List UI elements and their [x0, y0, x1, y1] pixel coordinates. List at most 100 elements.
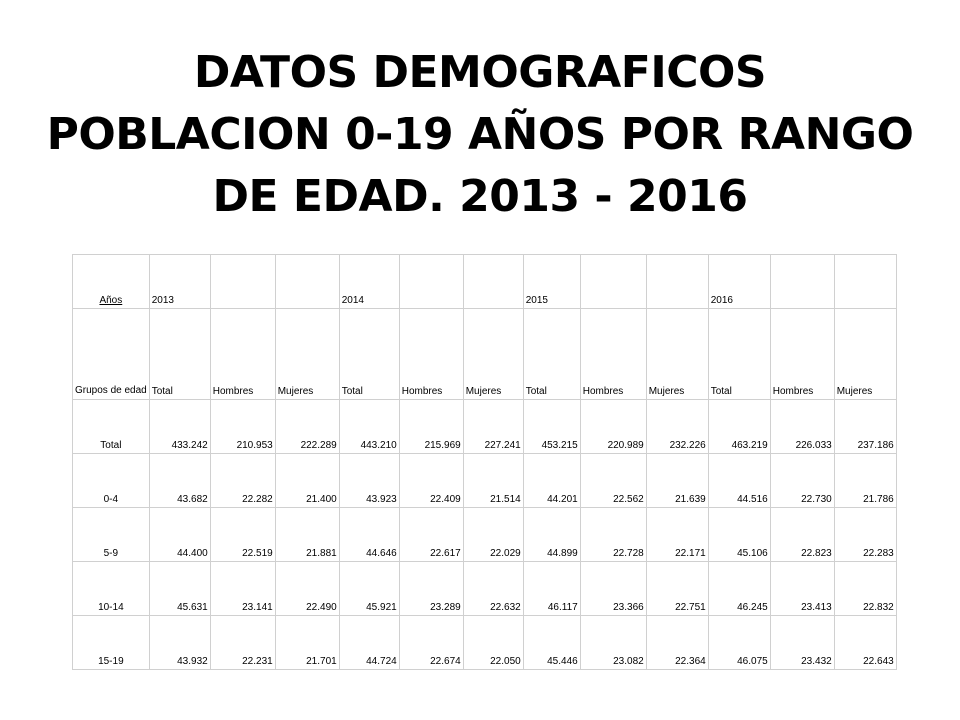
table-row: 5-9 44.400 22.519 21.881 44.646 22.617 2… [72, 507, 897, 562]
year-cell: 2015 [522, 254, 581, 309]
value-cell: 22.643 [833, 615, 897, 670]
value-cell: 433.242 [148, 399, 211, 454]
value-cell: 44.201 [522, 453, 581, 508]
value-cell: 227.241 [462, 399, 524, 454]
value-cell: 43.932 [148, 615, 211, 670]
value-cell: 23.082 [579, 615, 647, 670]
value-cell: 22.029 [462, 507, 524, 562]
value-cell: 210.953 [209, 399, 276, 454]
value-cell: 237.186 [833, 399, 897, 454]
table-row: 15-19 43.932 22.231 21.701 44.724 22.674… [72, 615, 897, 670]
value-cell: 22.409 [398, 453, 464, 508]
value-cell: 45.446 [522, 615, 581, 670]
value-cell: 23.432 [769, 615, 835, 670]
value-cell: 232.226 [645, 399, 709, 454]
year-cell: 2013 [148, 254, 211, 309]
value-cell: 46.117 [522, 561, 581, 616]
value-cell: 21.514 [462, 453, 524, 508]
value-cell: 215.969 [398, 399, 464, 454]
subheader-cell: Hombres [398, 308, 464, 400]
empty-cell [398, 254, 464, 309]
title-line-3: DE EDAD. 2013 - 2016 [212, 171, 748, 222]
value-cell: 44.899 [522, 507, 581, 562]
year-cell: 2016 [707, 254, 771, 309]
row-label: 5-9 [72, 507, 150, 562]
subheader-cell: Total [338, 308, 400, 400]
subheader-cell: Total [707, 308, 771, 400]
row-label: 15-19 [72, 615, 150, 670]
value-cell: 22.282 [209, 453, 276, 508]
value-cell: 22.674 [398, 615, 464, 670]
value-cell: 22.519 [209, 507, 276, 562]
value-cell: 45.106 [707, 507, 771, 562]
value-cell: 22.490 [274, 561, 340, 616]
empty-cell [645, 254, 709, 309]
value-cell: 22.171 [645, 507, 709, 562]
group-label-cell: Grupos de edad [72, 308, 150, 400]
value-cell: 22.728 [579, 507, 647, 562]
value-cell: 22.617 [398, 507, 464, 562]
value-cell: 23.141 [209, 561, 276, 616]
value-cell: 44.724 [338, 615, 400, 670]
year-cell: 2014 [338, 254, 400, 309]
value-cell: 21.701 [274, 615, 340, 670]
subheader-cell: Mujeres [645, 308, 709, 400]
value-cell: 21.786 [833, 453, 897, 508]
value-cell: 46.075 [707, 615, 771, 670]
demographics-table: Años 2013 2014 2015 2016 Grupos de edad … [72, 254, 897, 670]
value-cell: 23.366 [579, 561, 647, 616]
subheader-cell: Hombres [209, 308, 276, 400]
title-line-1: DATOS DEMOGRAFICOS [193, 47, 767, 98]
title-line-2: POBLACION 0-19 AÑOS POR RANGO [46, 109, 914, 160]
value-cell: 463.219 [707, 399, 771, 454]
empty-cell [833, 254, 897, 309]
subheader-cell: Mujeres [274, 308, 340, 400]
value-cell: 44.516 [707, 453, 771, 508]
empty-cell [209, 254, 276, 309]
value-cell: 443.210 [338, 399, 400, 454]
years-label-cell: Años [72, 254, 150, 309]
value-cell: 22.231 [209, 615, 276, 670]
empty-cell [274, 254, 340, 309]
value-cell: 23.413 [769, 561, 835, 616]
value-cell: 43.923 [338, 453, 400, 508]
value-cell: 22.751 [645, 561, 709, 616]
subheader-cell: Mujeres [462, 308, 524, 400]
value-cell: 44.646 [338, 507, 400, 562]
value-cell: 222.289 [274, 399, 340, 454]
value-cell: 22.050 [462, 615, 524, 670]
value-cell: 21.400 [274, 453, 340, 508]
value-cell: 23.289 [398, 561, 464, 616]
table-row: Total 433.242 210.953 222.289 443.210 21… [72, 399, 897, 454]
year-header-row: Años 2013 2014 2015 2016 [72, 254, 897, 309]
value-cell: 45.921 [338, 561, 400, 616]
subheader-cell: Total [148, 308, 211, 400]
value-cell: 45.631 [148, 561, 211, 616]
value-cell: 22.632 [462, 561, 524, 616]
value-cell: 22.832 [833, 561, 897, 616]
empty-cell [462, 254, 524, 309]
value-cell: 22.283 [833, 507, 897, 562]
subheader-cell: Mujeres [833, 308, 897, 400]
subheader-cell: Hombres [579, 308, 647, 400]
row-label: 0-4 [72, 453, 150, 508]
table-row: 10-14 45.631 23.141 22.490 45.921 23.289… [72, 561, 897, 616]
table-row: 0-4 43.682 22.282 21.400 43.923 22.409 2… [72, 453, 897, 508]
value-cell: 44.400 [148, 507, 211, 562]
row-label: 10-14 [72, 561, 150, 616]
empty-cell [579, 254, 647, 309]
value-cell: 226.033 [769, 399, 835, 454]
value-cell: 22.823 [769, 507, 835, 562]
row-label: Total [72, 399, 150, 454]
subheader-row: Grupos de edad Total Hombres Mujeres Tot… [72, 308, 897, 400]
empty-cell [769, 254, 835, 309]
value-cell: 220.989 [579, 399, 647, 454]
value-cell: 22.562 [579, 453, 647, 508]
subheader-cell: Hombres [769, 308, 835, 400]
value-cell: 43.682 [148, 453, 211, 508]
value-cell: 453.215 [522, 399, 581, 454]
value-cell: 21.881 [274, 507, 340, 562]
page-title: DATOS DEMOGRAFICOS POBLACION 0-19 AÑOS P… [40, 42, 920, 228]
value-cell: 46.245 [707, 561, 771, 616]
value-cell: 22.730 [769, 453, 835, 508]
